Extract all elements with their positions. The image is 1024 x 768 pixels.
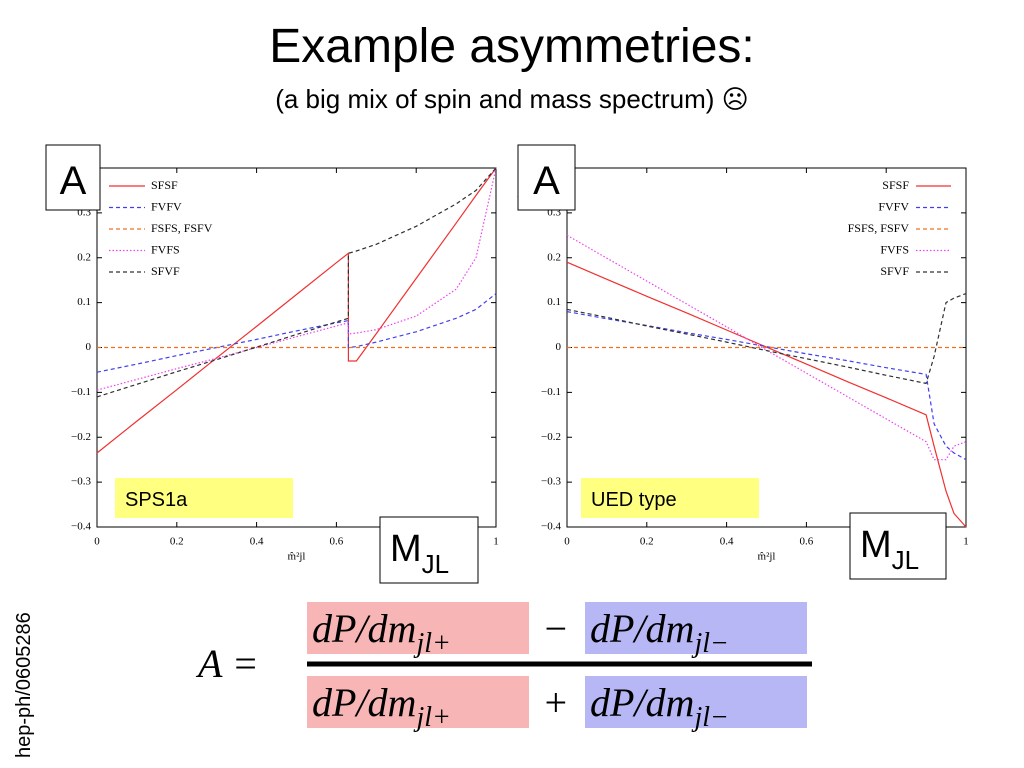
highlight: [307, 676, 529, 728]
legend-label: FVFS: [880, 242, 909, 256]
legend-label: SFVF: [880, 264, 909, 278]
y-tick-label: 0: [556, 341, 562, 353]
panel-label: SPS1a: [125, 489, 188, 511]
y-callout-box: [45, 144, 101, 211]
subscript: jl+: [413, 702, 450, 733]
series-line: [96, 167, 497, 391]
legend-label: FVFS: [151, 242, 180, 256]
x-tick-label: 0: [94, 536, 100, 548]
term: dP/dmjl+: [312, 606, 451, 659]
formula: A = dP/dmjl+ − dP/dmjl− dP/dmjl+ + dP/dm…: [195, 602, 812, 733]
term: dP/dmjl−: [590, 680, 729, 733]
legend-label: FVFV: [151, 199, 182, 213]
x-tick-label: 0.6: [800, 536, 814, 548]
term-text: dP/dm: [590, 606, 694, 651]
term: dP/dmjl−: [590, 606, 729, 659]
y-tick-label: −0.4: [71, 521, 91, 533]
series-line: [96, 293, 497, 373]
series-line: [566, 261, 967, 528]
subscript: jl+: [413, 628, 450, 659]
y-tick-label: −0.1: [541, 386, 561, 398]
legend-label: FSFS, FSFV: [848, 221, 910, 235]
slide-title: Example asymmetries:: [269, 20, 754, 73]
operator: −: [542, 606, 569, 651]
formula-lhs: A =: [195, 641, 259, 686]
panel-label: UED type: [591, 489, 677, 511]
x-tick-label: 0.2: [170, 536, 184, 548]
y-tick-label: −0.4: [541, 521, 561, 533]
x-callout-sub: JL: [422, 549, 449, 579]
term: dP/dmjl+: [312, 680, 451, 733]
y-tick-label: 0.1: [547, 296, 561, 308]
y-tick-label: 0.2: [547, 251, 561, 263]
y-tick-label: −0.3: [541, 476, 561, 488]
y-tick-label: 0.1: [77, 296, 91, 308]
x-tick-label: 1: [963, 536, 969, 548]
x-callout: MJL: [860, 524, 919, 575]
y-tick-label: −0.3: [71, 476, 91, 488]
panel-label-box: [581, 478, 759, 518]
operator: +: [542, 680, 569, 725]
series-line: [566, 293, 967, 385]
highlight: [585, 602, 807, 654]
highlight: [585, 676, 807, 728]
series-line: [96, 167, 497, 454]
y-tick-label: 0: [86, 341, 92, 353]
panel-label-box: [115, 478, 293, 518]
y-callout-box: [517, 144, 576, 211]
y-tick-label: −0.1: [71, 386, 91, 398]
term-text: dP/dm: [312, 606, 416, 651]
y-tick-label: −0.2: [541, 431, 561, 443]
x-axis-label: m̂²jl: [288, 551, 306, 563]
term-text: dP/dm: [312, 680, 416, 725]
x-callout-box: [379, 516, 479, 584]
legend-label: SFSF: [151, 178, 178, 192]
legend-label: SFSF: [882, 178, 909, 192]
slide-subtitle: (a big mix of spin and mass spectrum) ☹: [275, 84, 749, 114]
x-tick-label: 0: [564, 536, 570, 548]
series-line: [566, 311, 967, 461]
x-tick-label: 0.4: [720, 536, 734, 548]
subscript: jl−: [691, 628, 728, 659]
side-note: hep-ph/0605286: [13, 612, 35, 758]
y-callout: A: [533, 159, 560, 203]
x-callout-main: M: [860, 524, 892, 566]
legend-label: FSFS, FSFV: [151, 221, 213, 235]
x-callout: MJL: [390, 528, 449, 579]
y-tick-label: 0.2: [77, 251, 91, 263]
legend-label: SFVF: [151, 264, 180, 278]
term-text: dP/dm: [590, 680, 694, 725]
y-callout: A: [60, 159, 87, 203]
x-tick-label: 0.6: [330, 536, 344, 548]
x-callout-main: M: [390, 528, 422, 570]
x-tick-label: 0.4: [250, 536, 264, 548]
x-callout-box: [849, 512, 947, 580]
x-axis-label: m̂²jl: [758, 551, 776, 563]
x-tick-label: 0.2: [640, 536, 654, 548]
legend-label: FVFV: [878, 199, 909, 213]
y-tick-label: −0.2: [71, 431, 91, 443]
x-tick-label: 1: [493, 536, 499, 548]
subscript: jl−: [691, 702, 728, 733]
x-callout-sub: JL: [892, 545, 919, 575]
highlight: [307, 602, 529, 654]
